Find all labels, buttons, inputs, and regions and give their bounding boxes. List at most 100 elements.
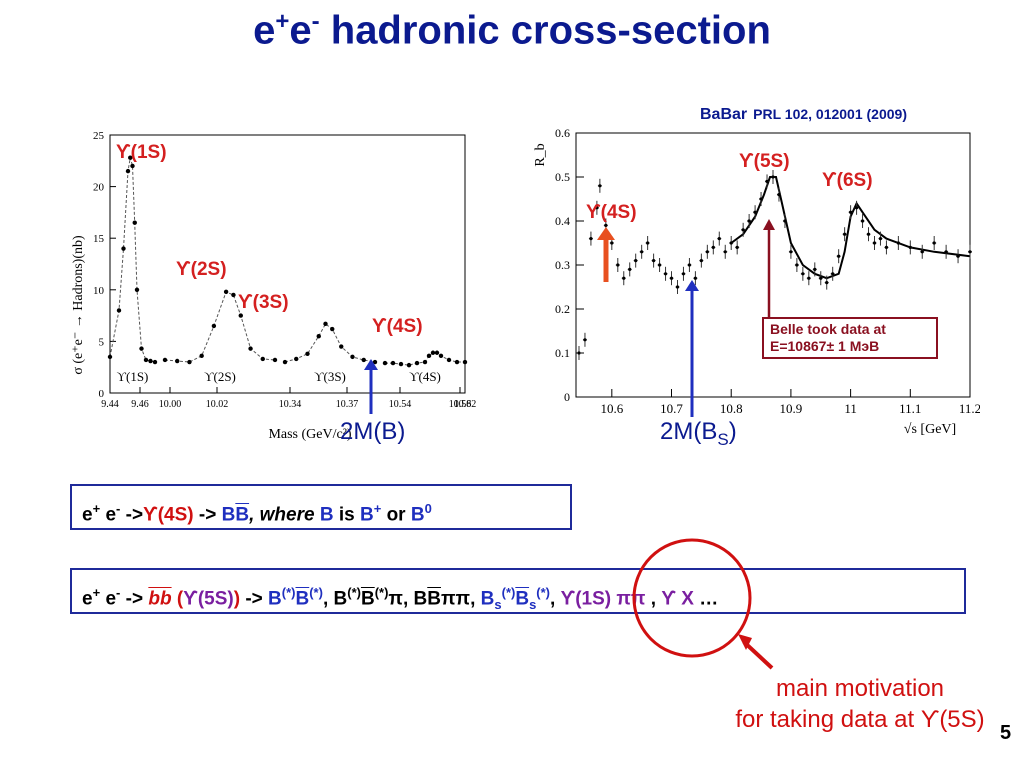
right-data-point xyxy=(783,219,787,223)
right-data-point xyxy=(577,351,581,355)
left-y-tick-label: 15 xyxy=(93,233,105,245)
right-x-tick-label: 10.9 xyxy=(780,401,803,416)
left-y-tick-label: 25 xyxy=(93,130,105,142)
left-peak-label-3s: ϒ(3S) xyxy=(238,292,289,313)
right-chart-data xyxy=(576,170,972,360)
left-x-tick-label: 9.44 xyxy=(101,399,119,410)
right-4s-up-arrow xyxy=(597,227,615,282)
left-plot-frame xyxy=(109,134,466,394)
left-threshold-label: 2M(B) xyxy=(340,418,406,445)
right-y-tick-label: 0.3 xyxy=(555,258,570,272)
left-x-tick-label: 10.58 xyxy=(449,399,472,410)
right-data-point xyxy=(675,285,680,289)
left-data-point xyxy=(107,354,113,360)
right-data-point xyxy=(759,197,763,201)
left-data-point xyxy=(211,323,217,329)
right-x-tick-label: 11.1 xyxy=(899,401,921,416)
right-data-point xyxy=(681,272,686,276)
left-data-point xyxy=(430,350,436,355)
left-data-point xyxy=(361,357,366,363)
right-y-tick-label: 0.2 xyxy=(555,302,570,316)
decay-box-5s: e+ e- -> bb (ϒ(5S)) -> B(*)B(*), B(*)B(*… xyxy=(70,568,966,614)
left-data-point xyxy=(248,346,253,351)
right-data-point xyxy=(735,245,739,249)
left-fit-curve-1S xyxy=(109,157,156,363)
right-data-point xyxy=(657,263,662,267)
belle-arrow xyxy=(763,219,775,318)
left-y-tick-label: 5 xyxy=(99,336,105,348)
right-threshold-arrow xyxy=(685,280,699,417)
left-x-tick-label: 10.34 xyxy=(279,399,302,410)
left-chart-ticks: 0 5 10 15 20 25 9.44 9.46 10.00 10.02 10.34 10.37 10… xyxy=(93,130,476,410)
right-y-tick-label: 0.6 xyxy=(555,126,570,140)
right-data-point xyxy=(837,254,841,258)
right-x-tick-label: 11 xyxy=(844,401,857,416)
right-data-point xyxy=(843,232,847,236)
left-data-point xyxy=(294,356,299,362)
left-data-point xyxy=(238,313,243,318)
left-data-point xyxy=(260,356,265,362)
right-x-tick-label: 10.7 xyxy=(660,401,683,416)
left-peak-label-1s: ϒ(1S) xyxy=(116,142,167,163)
right-data-point xyxy=(825,281,829,285)
right-data-point xyxy=(610,241,614,245)
right-data-point xyxy=(944,250,948,254)
left-fit-curve-3S xyxy=(284,323,376,363)
right-peak-label-4s: ϒ(4S) xyxy=(586,202,637,223)
left-data-point xyxy=(128,155,133,160)
right-y-tick-label: 0.1 xyxy=(555,346,570,360)
left-data-point xyxy=(134,287,140,292)
right-y-tick-label: 0 xyxy=(564,390,570,404)
right-data-point xyxy=(854,206,859,210)
left-data-point xyxy=(148,358,153,364)
left-data-point xyxy=(372,359,378,365)
right-data-point xyxy=(747,219,751,223)
right-data-point xyxy=(595,206,599,210)
right-data-point xyxy=(878,237,883,241)
right-y-tick-label: 0.4 xyxy=(555,214,570,228)
right-data-point xyxy=(705,250,709,254)
left-segment-label-4S: ϒ(4S) xyxy=(409,369,441,384)
right-data-point xyxy=(771,175,775,179)
right-data-point xyxy=(711,245,715,249)
left-chart-x-axis-label: Mass (GeV/c²) xyxy=(268,427,351,442)
belle-note: Belle took data at E=10867± 1 MэВ xyxy=(762,317,938,359)
left-y-tick-label: 0 xyxy=(99,388,105,400)
left-peak-label-2s: ϒ(2S) xyxy=(176,259,227,280)
right-data-point xyxy=(628,267,632,271)
right-data-point xyxy=(646,241,650,245)
left-chart-frame xyxy=(109,134,466,394)
right-data-point xyxy=(663,272,668,276)
left-data-point xyxy=(323,321,328,327)
left-x-tick-label: 9.46 xyxy=(131,399,149,410)
motivation-note: main motivation for taking data at ϒ(5S) xyxy=(735,675,985,733)
left-x-tick-label: 10.37 xyxy=(336,399,359,410)
left-data-point xyxy=(282,359,288,365)
babar-reference: BaBar PRL 102, 012001 (2009) xyxy=(700,106,907,124)
right-data-point xyxy=(717,237,721,241)
left-x-tick-label: 10.00 xyxy=(159,399,182,410)
left-chart-data: ϒ(1S) ϒ(2S) ϒ(3S) ϒ(4S) xyxy=(107,155,468,384)
right-data-point xyxy=(652,259,656,263)
right-x-tick-label: 10.8 xyxy=(720,401,743,416)
left-data-point xyxy=(382,360,388,366)
right-data-point xyxy=(699,259,703,263)
left-data-point xyxy=(199,353,204,359)
right-data-point xyxy=(640,250,644,254)
left-data-point xyxy=(422,359,428,365)
left-data-point xyxy=(434,350,440,355)
right-data-point xyxy=(753,210,757,214)
right-data-point xyxy=(669,276,674,280)
right-data-point xyxy=(968,250,972,254)
right-data-point xyxy=(729,241,733,245)
right-data-point xyxy=(723,250,727,254)
right-data-point xyxy=(813,267,817,271)
left-data-point xyxy=(162,357,168,363)
right-data-point xyxy=(687,263,692,267)
left-threshold-arrow xyxy=(364,359,378,414)
right-data-point xyxy=(872,241,877,245)
right-chart-ticks: 0 0.1 0.2 0.3 0.4 0.5 0.6 10.6 10.7 10.8 10.9 11 11.… xyxy=(555,126,980,416)
left-y-tick-label: 10 xyxy=(93,285,105,297)
left-data-point xyxy=(130,163,135,169)
right-chart-y-axis-label: R_b xyxy=(533,143,548,166)
